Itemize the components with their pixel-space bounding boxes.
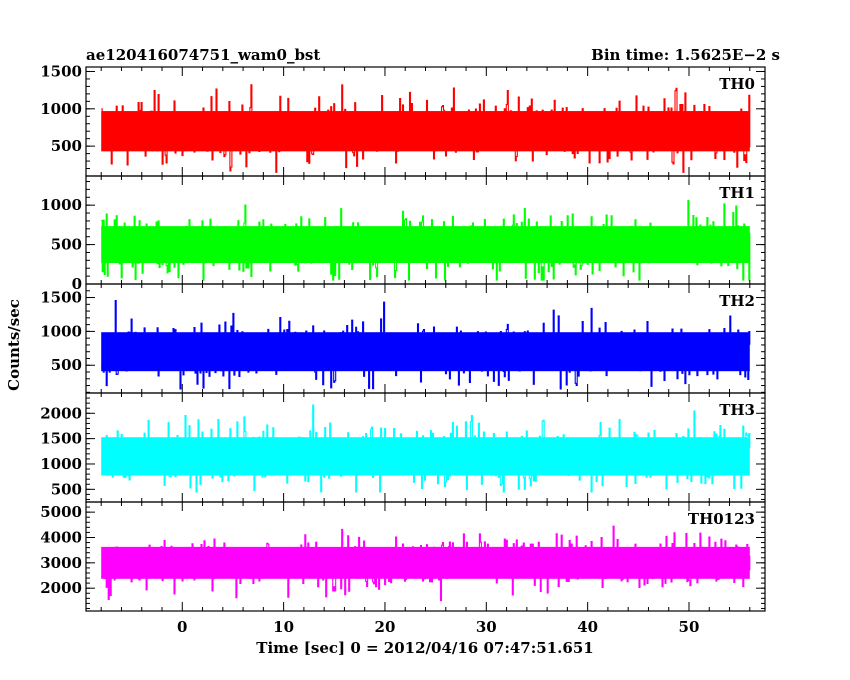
series-label-th3: TH3 xyxy=(719,401,755,419)
y-tick-label: 4000 xyxy=(40,528,82,546)
series-th3-core-band xyxy=(101,437,750,476)
series-label-th2: TH2 xyxy=(719,292,755,310)
y-tick-label: 1000 xyxy=(40,196,82,214)
x-tick-label: 0 xyxy=(177,618,187,636)
series-th1-core-band xyxy=(101,226,750,264)
series-label-th0: TH0 xyxy=(719,75,755,93)
x-tick-label: 10 xyxy=(273,618,294,636)
x-tick-label: 20 xyxy=(375,618,396,636)
y-tick-label: 2000 xyxy=(40,404,82,422)
bin-time-label: Bin time: 1.5625E−2 s xyxy=(591,46,780,64)
y-tick-label: 500 xyxy=(51,356,82,374)
x-tick-label: 40 xyxy=(577,618,598,636)
series-th0123-core-band xyxy=(101,546,750,579)
panel-th2: 500 1000 1500 TH2 xyxy=(40,283,766,394)
series-th0-core-band xyxy=(101,111,750,152)
y-tick-label: 1500 xyxy=(40,289,82,307)
x-axis-title: Time [sec] 0 = 2012/04/16 07:47:51.651 xyxy=(256,639,593,657)
series-label-th0123: TH0123 xyxy=(688,510,755,528)
panel-th0: 500 1000 1500 TH0 xyxy=(40,62,766,177)
y-tick-label: 3000 xyxy=(40,554,82,572)
panel-th0123: 2000 3000 4000 5000 TH0123 xyxy=(40,501,766,612)
y-axis-title: Counts/sec xyxy=(5,299,23,391)
y-tick-label: 1000 xyxy=(40,455,82,473)
y-tick-label: 1000 xyxy=(40,322,82,340)
series-th2-core-band xyxy=(101,332,750,372)
y-tick-label: 1500 xyxy=(40,62,82,80)
y-tick-label: 500 xyxy=(51,480,82,498)
panel-th3: 500 1000 1500 2000 TH3 xyxy=(40,392,766,503)
object-name-title: ae120416074751_wam0_bst xyxy=(86,46,320,64)
panel-th1: 0 500 1000 TH1 xyxy=(40,175,766,293)
x-tick-label: 30 xyxy=(476,618,497,636)
y-tick-label: 0 xyxy=(72,275,82,293)
series-label-th1: TH1 xyxy=(719,184,755,202)
y-tick-label: 500 xyxy=(51,236,82,254)
y-tick-label: 2000 xyxy=(40,579,82,597)
x-tick-label: 50 xyxy=(679,618,700,636)
y-tick-label: 1500 xyxy=(40,430,82,448)
y-tick-label: 500 xyxy=(51,137,82,155)
y-tick-label: 5000 xyxy=(40,503,82,521)
y-tick-label: 1000 xyxy=(40,100,82,118)
